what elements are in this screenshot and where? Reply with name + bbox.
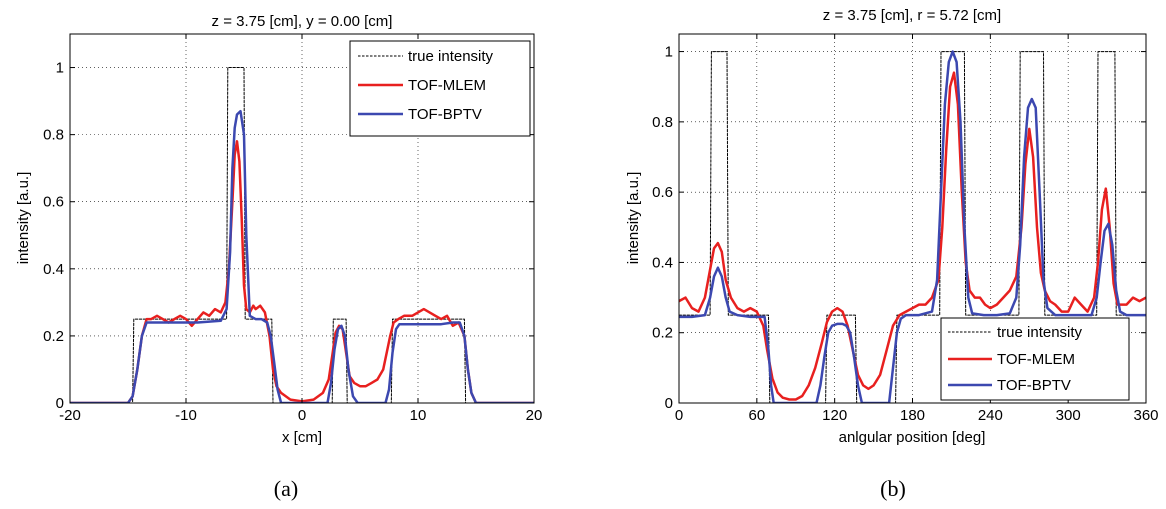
chart-panel-a: -20 -10 0 10 20 0 0.2 0.4 0.6 0.8 1 z = 3.75 [cm],… bbox=[15, 13, 542, 501]
x-tick-label: -20 bbox=[59, 407, 81, 424]
x-axis-label: anlgular position [deg] bbox=[839, 429, 986, 446]
y-tick-label: 0.4 bbox=[43, 261, 64, 278]
series-line-tof-mlem bbox=[679, 71, 1146, 401]
y-tick-label: 1 bbox=[56, 60, 64, 77]
x-tick-label: 0 bbox=[675, 407, 683, 424]
x-tick-label: 60 bbox=[748, 407, 765, 424]
series-line-tof-mlem bbox=[70, 140, 534, 403]
y-tick-label: 0.4 bbox=[652, 254, 673, 271]
y-tick-label: 0.2 bbox=[43, 328, 64, 345]
y-tick-label: 0 bbox=[665, 395, 673, 412]
x-tick-label: 360 bbox=[1133, 407, 1158, 424]
legend-box bbox=[349, 40, 531, 137]
chart-panel-b: 0 60 120 180 240 300 360 0 0.2 0.4 0.6 0.8 1 z = 3.7… bbox=[625, 7, 1159, 501]
x-tick-label: 300 bbox=[1056, 407, 1081, 424]
series-line-true-intensity bbox=[70, 67, 534, 403]
series-layer bbox=[70, 67, 534, 403]
y-axis-label: intensity [a.u.] bbox=[15, 172, 32, 265]
x-tick-label: 180 bbox=[900, 407, 925, 424]
tick-layer: -20 -10 0 10 20 0 0.2 0.4 0.6 0.8 1 bbox=[43, 34, 542, 424]
x-tick-label: 0 bbox=[298, 407, 306, 424]
chart-title: z = 3.75 [cm], r = 5.72 [cm] bbox=[823, 7, 1001, 24]
legend: true intensity TOF-MLEM TOF-BPTV bbox=[349, 40, 531, 137]
y-tick-label: 0 bbox=[56, 395, 64, 412]
tick-layer: 0 60 120 180 240 300 360 0 0.2 0.4 0.6 0.8 1 bbox=[652, 34, 1159, 424]
y-tick-label: 0.8 bbox=[652, 114, 673, 131]
chart-title: z = 3.75 [cm], y = 0.00 [cm] bbox=[212, 13, 393, 30]
x-tick-label: 120 bbox=[822, 407, 847, 424]
legend: true intensity TOF-MLEM TOF-BPTV bbox=[940, 317, 1130, 401]
caption-a: (a) bbox=[274, 476, 298, 501]
x-tick-label: 20 bbox=[526, 407, 543, 424]
y-tick-label: 1 bbox=[665, 44, 673, 61]
legend-label-tof-bptv: TOF-BPTV bbox=[997, 377, 1071, 394]
x-tick-label: 240 bbox=[978, 407, 1003, 424]
legend-label-true-intensity: true intensity bbox=[997, 324, 1083, 341]
series-layer bbox=[679, 50, 1146, 403]
y-tick-label: 0.6 bbox=[652, 184, 673, 201]
x-tick-label: 10 bbox=[410, 407, 427, 424]
caption-b: (b) bbox=[880, 476, 906, 501]
legend-label-tof-mlem: TOF-MLEM bbox=[408, 77, 486, 94]
x-tick-label: -10 bbox=[175, 407, 197, 424]
legend-label-true-intensity: true intensity bbox=[408, 48, 494, 65]
legend-label-tof-bptv: TOF-BPTV bbox=[408, 106, 482, 123]
y-tick-label: 0.8 bbox=[43, 127, 64, 144]
series-line-tof-bptv bbox=[70, 109, 534, 403]
series-line-tof-bptv bbox=[679, 50, 1146, 403]
y-tick-label: 0.2 bbox=[652, 325, 673, 342]
legend-label-tof-mlem: TOF-MLEM bbox=[997, 351, 1075, 368]
x-axis-label: x [cm] bbox=[282, 429, 322, 446]
y-axis-label: intensity [a.u.] bbox=[625, 172, 642, 265]
y-tick-label: 0.6 bbox=[43, 194, 64, 211]
